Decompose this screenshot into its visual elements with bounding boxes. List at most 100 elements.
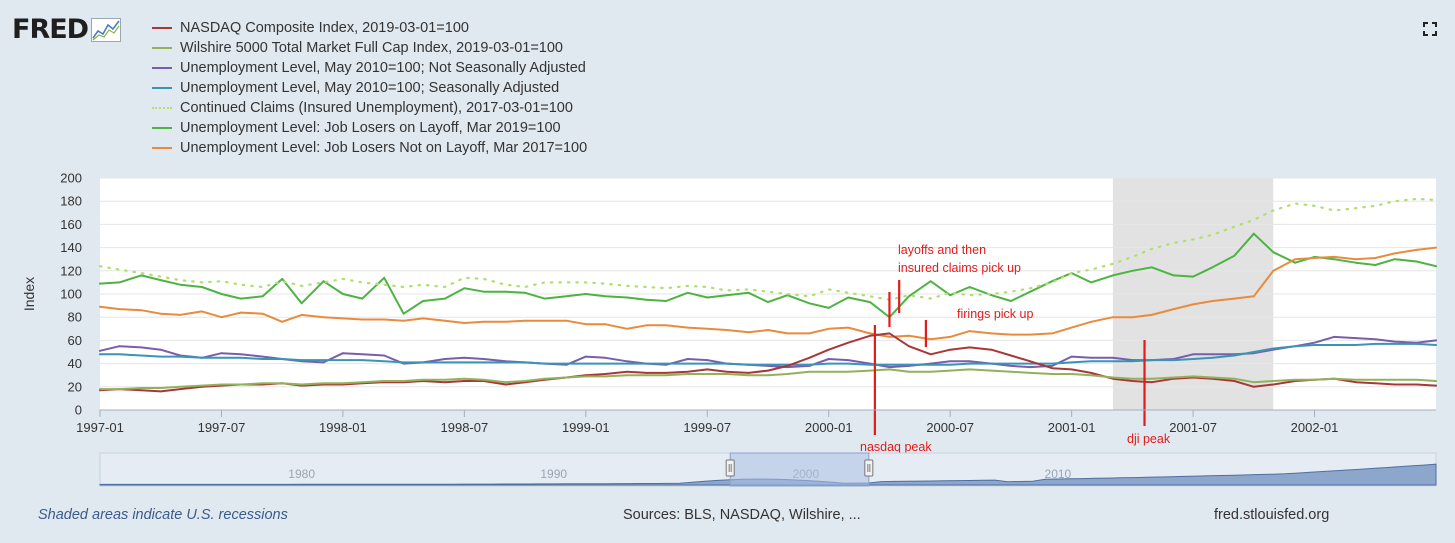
- y-axis-label: Index: [21, 277, 37, 311]
- data-point: [1252, 232, 1255, 235]
- data-point: [990, 362, 993, 365]
- data-point: [361, 353, 364, 356]
- gridlines: [100, 177, 1436, 411]
- data-point: [1233, 254, 1236, 257]
- legend-item-job-losers-not-layoff[interactable]: Unemployment Level: Job Losers Not on La…: [152, 138, 587, 158]
- data-point: [767, 369, 769, 372]
- data-point: [1252, 351, 1255, 353]
- data-point: [1233, 377, 1236, 380]
- data-point: [140, 387, 143, 389]
- legend-item-nasdaq[interactable]: NASDAQ Composite Index, 2019-03-01=100: [152, 18, 587, 38]
- data-point: [1294, 258, 1297, 261]
- legend-item-continued-claims[interactable]: Continued Claims (Insured Unemployment),…: [152, 98, 587, 118]
- data-point: [1172, 308, 1175, 310]
- fullscreen-icon[interactable]: [1423, 22, 1437, 36]
- data-point: [990, 348, 993, 351]
- data-point: [990, 294, 993, 297]
- data-point: [827, 348, 830, 351]
- data-point: [665, 324, 667, 327]
- y-tick-label: 80: [68, 310, 82, 325]
- data-point: [706, 327, 709, 330]
- handle-grip[interactable]: [725, 459, 735, 477]
- data-point: [1435, 339, 1437, 342]
- series-group: [98, 197, 1438, 393]
- data-point: [239, 297, 242, 300]
- x-tick-label: 2001-07: [1169, 420, 1217, 435]
- legend-swatch: [152, 127, 172, 129]
- data-point: [907, 370, 910, 373]
- legend-item-unemployment-sa[interactable]: Unemployment Level, May 2010=100; Season…: [152, 78, 587, 98]
- data-point: [949, 294, 952, 297]
- handle-grip[interactable]: [864, 459, 874, 477]
- y-tick-label: 160: [60, 217, 82, 232]
- data-point: [1313, 257, 1316, 259]
- data-point: [201, 384, 203, 387]
- data-point: [808, 370, 811, 373]
- data-point: [1131, 316, 1134, 319]
- data-point: [322, 359, 325, 362]
- data-point: [342, 317, 344, 320]
- data-point: [808, 363, 811, 366]
- sources-text[interactable]: Sources: BLS, NASDAQ, Wilshire, ...: [623, 507, 861, 523]
- data-point: [524, 361, 526, 364]
- data-point: [869, 301, 871, 304]
- data-point: [504, 361, 507, 364]
- data-point: [361, 359, 364, 362]
- data-point: [1112, 316, 1114, 319]
- data-point: [1354, 378, 1357, 381]
- site-link[interactable]: fred.stlouisfed.org: [1214, 507, 1330, 523]
- data-point: [482, 290, 485, 293]
- data-point: [179, 355, 182, 358]
- legend: NASDAQ Composite Index, 2019-03-01=100 W…: [152, 18, 587, 158]
- data-point: [786, 373, 789, 375]
- data-point: [907, 363, 910, 366]
- data-point: [383, 354, 386, 357]
- data-point: [1374, 257, 1377, 259]
- data-point: [686, 370, 689, 373]
- data-point: [888, 336, 891, 338]
- data-point: [565, 376, 568, 379]
- data-point: [524, 380, 526, 382]
- data-point: [1090, 360, 1092, 363]
- data-point: [1252, 381, 1255, 384]
- data-point: [444, 378, 446, 381]
- data-point: [1010, 370, 1012, 373]
- legend-swatch: [152, 27, 172, 29]
- data-point: [1415, 260, 1418, 263]
- legend-label: Wilshire 5000 Total Market Full Cap Inde…: [180, 40, 563, 56]
- legend-item-wilshire[interactable]: Wilshire 5000 Total Market Full Cap Inde…: [152, 38, 587, 58]
- navigator-selection[interactable]: [729, 452, 870, 487]
- data-point: [402, 319, 405, 322]
- navigator-handle-right[interactable]: [864, 459, 874, 477]
- data-point: [159, 279, 162, 281]
- data-point: [1294, 345, 1297, 348]
- data-point: [1415, 249, 1418, 251]
- data-point: [140, 274, 143, 277]
- data-point: [342, 359, 344, 362]
- x-tick-label: 1997-07: [198, 420, 246, 435]
- legend-item-unemployment-nsa[interactable]: Unemployment Level, May 2010=100; Not Se…: [152, 58, 587, 78]
- annotation-layoffs-line1: layoffs and then: [898, 243, 986, 257]
- range-navigator[interactable]: 1980 1990 2000 2010: [0, 450, 1455, 490]
- data-point: [725, 373, 728, 375]
- legend-label: Unemployment Level: Job Losers Not on La…: [180, 140, 588, 156]
- annotations: layoffs and then insured claims pick up …: [860, 243, 1171, 454]
- data-point: [808, 332, 811, 335]
- data-point: [645, 324, 648, 327]
- navigator-handle-left[interactable]: [725, 459, 735, 477]
- data-point: [686, 373, 689, 375]
- data-point: [140, 309, 143, 312]
- data-point: [1010, 354, 1012, 357]
- legend-item-job-losers-layoff[interactable]: Unemployment Level: Job Losers on Layoff…: [152, 118, 587, 138]
- data-point: [383, 276, 386, 279]
- data-point: [1313, 378, 1316, 381]
- data-point: [422, 317, 424, 320]
- data-point: [482, 361, 485, 364]
- data-point: [1333, 344, 1335, 346]
- data-point: [159, 312, 162, 315]
- y-tick-label: 60: [68, 333, 82, 348]
- data-point: [1313, 341, 1316, 344]
- fred-logo[interactable]: FRED: [12, 14, 122, 45]
- data-point: [220, 383, 223, 386]
